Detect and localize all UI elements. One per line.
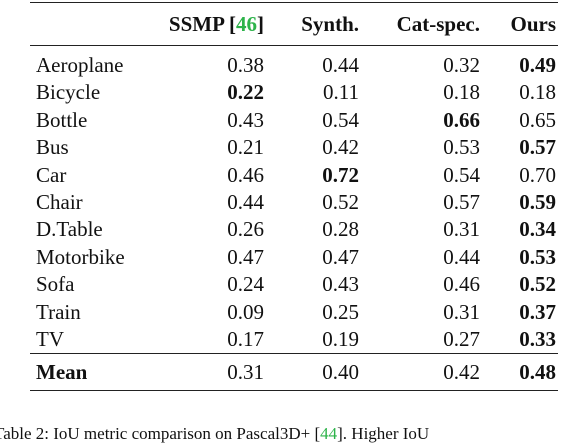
iou-table-body: Aeroplane 0.38 0.44 0.32 0.49 Bicycle 0.22 0.11… <box>30 46 558 353</box>
value-cell: 0.33 <box>519 327 556 352</box>
value-cell: 0.47 <box>227 244 264 269</box>
value-cell: 0.42 <box>322 135 359 160</box>
mean-cell: 0.31 <box>227 360 264 385</box>
table-caption: Table 2: IoU metric comparison on Pascal… <box>0 424 586 444</box>
value-cell: 0.43 <box>322 272 359 297</box>
value-cell: 0.24 <box>227 272 264 297</box>
header-synth: Synth. <box>301 11 359 36</box>
value-cell: 0.66 <box>443 107 480 132</box>
value-cell: 0.52 <box>322 190 359 215</box>
value-cell: 0.28 <box>322 217 359 242</box>
mean-cell: 0.42 <box>443 360 480 385</box>
value-cell: 0.44 <box>443 244 480 269</box>
value-cell: 0.57 <box>519 135 556 160</box>
mean-cell: 0.48 <box>519 360 556 385</box>
row-category: Car <box>36 162 67 187</box>
value-cell: 0.11 <box>323 80 359 105</box>
mean-cell: 0.40 <box>322 360 359 385</box>
value-cell: 0.44 <box>322 53 359 77</box>
value-cell: 0.26 <box>227 217 264 242</box>
value-cell: 0.65 <box>519 107 556 132</box>
row-category: D.Table <box>36 217 103 242</box>
header-ssmp: SSMP [46] <box>168 11 264 36</box>
value-cell: 0.37 <box>519 299 556 324</box>
value-cell: 0.70 <box>519 162 556 187</box>
value-cell: 0.49 <box>519 53 556 77</box>
table-row: Car 0.46 0.72 0.54 0.70 <box>30 162 558 189</box>
value-cell: 0.18 <box>519 80 556 105</box>
table-row: Bottle 0.43 0.54 0.66 0.65 <box>30 107 558 134</box>
table-row: Bus 0.21 0.42 0.53 0.57 <box>30 134 558 161</box>
value-cell: 0.46 <box>227 162 264 187</box>
table-row: TV 0.17 0.19 0.27 0.33 <box>30 326 558 353</box>
value-cell: 0.59 <box>519 190 556 215</box>
row-category: Train <box>36 299 81 324</box>
header-row: SSMP [46] Synth. Cat-spec. Ours <box>30 3 558 45</box>
row-category: Bus <box>36 135 69 160</box>
value-cell: 0.72 <box>322 162 359 187</box>
value-cell: 0.18 <box>443 80 480 105</box>
table-row: Bicycle 0.22 0.11 0.18 0.18 <box>30 79 558 106</box>
table-row: Sofa 0.24 0.43 0.46 0.52 <box>30 271 558 298</box>
value-cell: 0.54 <box>443 162 480 187</box>
row-category: Sofa <box>36 272 75 297</box>
header-ours: Ours <box>510 11 556 36</box>
value-cell: 0.38 <box>227 53 264 77</box>
iou-table: SSMP [46] Synth. Cat-spec. Ours <box>30 3 558 45</box>
header-category <box>30 3 158 45</box>
mean-rule <box>30 353 558 355</box>
value-cell: 0.57 <box>443 190 480 215</box>
value-cell: 0.31 <box>443 299 480 324</box>
value-cell: 0.54 <box>322 107 359 132</box>
value-cell: 0.17 <box>227 327 264 352</box>
header-rule <box>30 45 558 46</box>
header-ssmp-label: SSMP <box>168 11 224 36</box>
row-category: Bottle <box>36 107 88 132</box>
mean-label: Mean <box>36 360 88 385</box>
table-row: Chair 0.44 0.52 0.57 0.59 <box>30 189 558 216</box>
table-row: Motorbike 0.47 0.47 0.44 0.53 <box>30 244 558 271</box>
value-cell: 0.46 <box>443 272 480 297</box>
top-rule <box>30 2 558 3</box>
value-cell: 0.21 <box>227 135 264 160</box>
value-cell: 0.25 <box>322 299 359 324</box>
table-row: Aeroplane 0.38 0.44 0.32 0.49 <box>30 46 558 79</box>
mean-row: Mean 0.31 0.40 0.42 0.48 <box>30 354 558 390</box>
value-cell: 0.53 <box>443 135 480 160</box>
row-category: Aeroplane <box>36 53 124 77</box>
value-cell: 0.53 <box>519 244 556 269</box>
table-row: D.Table 0.26 0.28 0.31 0.34 <box>30 216 558 243</box>
row-category: Bicycle <box>36 80 101 105</box>
value-cell: 0.47 <box>322 244 359 269</box>
header-cat-spec: Cat-spec. <box>396 11 480 36</box>
value-cell: 0.52 <box>519 272 556 297</box>
value-cell: 0.44 <box>227 190 264 215</box>
iou-table-mean: Mean 0.31 0.40 0.42 0.48 <box>30 354 558 390</box>
row-category: Motorbike <box>36 244 125 269</box>
value-cell: 0.22 <box>227 80 264 105</box>
value-cell: 0.31 <box>443 217 480 242</box>
results-table: SSMP [46] Synth. Cat-spec. Ours Aeroplan… <box>30 2 558 392</box>
value-cell: 0.27 <box>443 327 480 352</box>
value-cell: 0.32 <box>443 53 480 77</box>
value-cell: 0.19 <box>322 327 359 352</box>
value-cell: 0.34 <box>519 217 556 242</box>
table-row: Train 0.09 0.25 0.31 0.37 <box>30 299 558 326</box>
citation-link[interactable]: 46 <box>236 11 257 36</box>
bottom-rule <box>30 390 558 392</box>
row-category: TV <box>36 327 64 352</box>
value-cell: 0.43 <box>227 107 264 132</box>
value-cell: 0.09 <box>227 299 264 324</box>
row-category: Chair <box>36 190 83 215</box>
